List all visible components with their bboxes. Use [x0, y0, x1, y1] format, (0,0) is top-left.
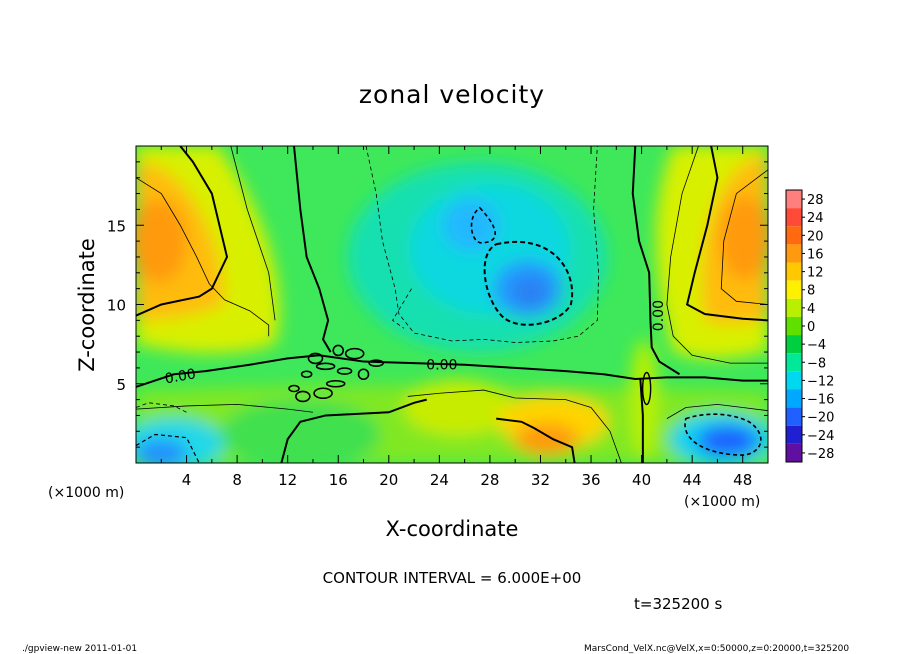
- contour-noise-loop: [295, 390, 311, 403]
- contour-plus-lower-left: [136, 403, 314, 413]
- colorbar-swatch: [786, 371, 802, 390]
- contour-label: 0.00: [426, 358, 457, 374]
- x-tick-label: 36: [581, 471, 600, 489]
- contour-zero-lower-mid: [496, 417, 576, 463]
- contour-minus-six-lower-left: [136, 433, 200, 463]
- time-text: t=325200 s: [634, 595, 722, 613]
- contour-zero-right-upper: [685, 146, 768, 322]
- contour-plus-left: [136, 177, 270, 337]
- contour-noise-loop: [313, 387, 333, 400]
- contour-zero-lower-left: [280, 398, 427, 463]
- contour-noise-loop: [300, 370, 313, 379]
- contour-interval-text: CONTOUR INTERVAL = 6.000E+00: [323, 569, 582, 587]
- y-tick-label: 10: [107, 297, 126, 315]
- colorbar-swatch: [786, 208, 802, 227]
- colorbar-label: −20: [807, 411, 834, 426]
- contour-label: 0.00: [651, 300, 667, 331]
- contour-noise-loop: [325, 379, 346, 388]
- x-tick-label: 32: [531, 471, 550, 489]
- colorbar-swatch: [786, 407, 802, 426]
- colorbar-label: 24: [807, 211, 824, 226]
- colorbar-label: −8: [807, 356, 826, 371]
- contour-noise-loop: [357, 368, 370, 381]
- footer-left: ./gpview-new 2011-01-01: [22, 644, 137, 654]
- contour-noise-loop: [332, 344, 345, 357]
- y-tick-label: 15: [107, 217, 126, 235]
- x-tick-label: 28: [480, 471, 499, 489]
- colorbar-label: 28: [807, 193, 824, 208]
- colorbar-label: −24: [807, 429, 834, 444]
- colorbar-label: 8: [807, 284, 815, 299]
- contour-minus-six-small: [392, 288, 412, 329]
- contour-small-loop: [641, 371, 652, 406]
- x-tick-label: 4: [182, 471, 192, 489]
- colorbar-swatch: [786, 335, 802, 354]
- contour-plus-left-outer: [230, 146, 276, 321]
- contour-minus-six-outer: [365, 146, 600, 343]
- contour-noise-loop: [368, 359, 384, 367]
- colorbar-swatch: [786, 389, 802, 408]
- contour-noise-loop: [336, 367, 353, 375]
- contour-noise-loop: [344, 347, 365, 360]
- colorbar-label: 12: [807, 266, 824, 281]
- plot-area: [136, 146, 768, 463]
- colorbar-swatch: [786, 244, 802, 263]
- x-units-note: (×1000 m): [48, 485, 124, 501]
- y-axis-label: Z-coordinate: [75, 238, 99, 372]
- contour-noise-loop: [315, 362, 336, 371]
- colorbar-label: 20: [807, 229, 824, 244]
- colorbar-swatch: [786, 262, 802, 281]
- contour-plus-lower: [407, 389, 622, 463]
- contour-minus-twelve-center: [483, 241, 574, 326]
- colorbar-swatch: [786, 353, 802, 372]
- x-tick-label: 20: [379, 471, 398, 489]
- contour-plus-lower-right: [666, 403, 768, 419]
- contour-zero-middle: [136, 354, 768, 388]
- contour-zero-lower-right: [639, 378, 644, 463]
- contour-plus-right: [720, 169, 768, 305]
- colorbar-swatch: [786, 190, 802, 209]
- colorbar-swatch: [786, 425, 802, 444]
- contour-zero-vertical: [293, 146, 332, 353]
- contour-zero-right-vertical: [631, 146, 681, 376]
- footer-right: MarsCond_VelX.nc@VelX,x=0:50000,z=0:2000…: [584, 644, 849, 654]
- contour-noise-loop: [288, 384, 300, 393]
- x-tick-label: 24: [430, 471, 449, 489]
- colorbar-label: −16: [807, 393, 834, 408]
- x-tick-label: 48: [733, 471, 752, 489]
- colorbar-swatch: [786, 443, 802, 462]
- contour-minus-twelve-lower-right: [684, 413, 762, 456]
- colorbar-swatch: [786, 226, 802, 245]
- colorbar-swatch: [786, 316, 802, 336]
- x-tick-label: 16: [329, 471, 348, 489]
- colorbar: 28 24 20 16 12 8 4 0 −4 −8 −12 −16 −20 −24 −28: [785, 189, 834, 463]
- contour-noise-loop: [307, 352, 324, 365]
- colorbar-label: −4: [807, 338, 826, 353]
- colorbar-swatch: [786, 280, 802, 299]
- x-tick-label: 12: [278, 471, 297, 489]
- x-tick-label: 44: [683, 471, 702, 489]
- y-tick-label: 5: [116, 376, 126, 394]
- x-tick-label: 40: [632, 471, 651, 489]
- colorbar-label: 4: [807, 302, 815, 317]
- contour-zero-left-upper: [136, 146, 229, 317]
- x-axis-label: X-coordinate: [386, 517, 519, 541]
- contour-label: 0.00: [164, 366, 197, 387]
- contour-plus-right-outer: [666, 146, 768, 364]
- y-units-note: (×1000 m): [684, 494, 760, 510]
- colorbar-swatch: [786, 298, 802, 317]
- colorbar-label: −12: [807, 374, 834, 389]
- chart-title: zonal velocity: [359, 80, 545, 109]
- colorbar-label: 0: [807, 320, 815, 335]
- x-tick-label: 8: [232, 471, 242, 489]
- colorbar-label: 16: [807, 247, 824, 262]
- colorbar-label: −28: [807, 447, 834, 462]
